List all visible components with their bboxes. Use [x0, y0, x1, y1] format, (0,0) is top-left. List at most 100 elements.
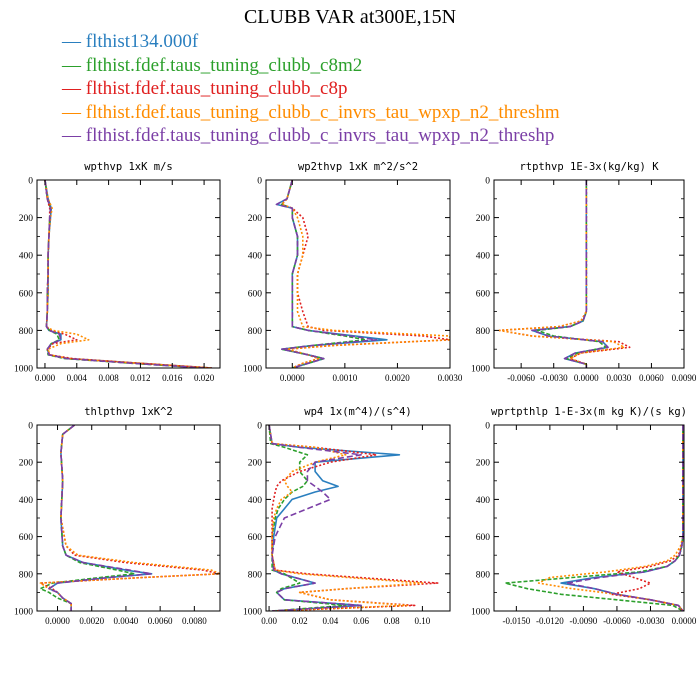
legend-item: — flthist134.000f: [62, 30, 682, 54]
series-group: [268, 425, 439, 611]
series-line: [44, 180, 205, 368]
plot-frame: [493, 424, 685, 612]
x-tick-label: 0.08: [384, 616, 400, 626]
series-group: [39, 425, 220, 611]
legend-label: flthist.fdef.taus_tuning_clubb_c_invrs_t…: [85, 125, 555, 146]
y-tick-label: 400: [248, 496, 263, 506]
series-line: [560, 425, 684, 611]
chart-title: thlpthvp 1xK^2: [84, 406, 173, 418]
x-tick-label: 0.0020: [79, 616, 104, 626]
y-tick-label: 200: [476, 459, 491, 469]
series-group: [504, 425, 684, 611]
y-tick-label: 600: [19, 533, 34, 543]
series-group: [498, 180, 631, 368]
legend-item: — flthist.fdef.taus_tuning_clubb_c_invrs…: [62, 124, 682, 148]
legend-swatch: —: [62, 78, 86, 99]
x-tick-label: 0.04: [323, 616, 339, 626]
y-tick-label: 800: [19, 570, 34, 580]
x-tick-label: 0.0060: [148, 616, 173, 626]
y-tick-label: 0: [28, 422, 33, 432]
series-line: [48, 425, 153, 611]
plot-frame: [36, 179, 221, 369]
chart-title: wpthvp 1xK m/s: [84, 161, 173, 173]
x-tick-label: 0.0010: [332, 373, 357, 383]
y-tick-label: 400: [19, 252, 34, 262]
x-tick-label: 0.0090: [672, 373, 697, 383]
y-tick-label: 600: [248, 289, 263, 299]
x-tick-label: 0.02: [292, 616, 308, 626]
x-tick-label: 0.004: [67, 373, 88, 383]
series-line: [48, 425, 153, 611]
series-line: [504, 425, 684, 611]
y-tick-label: 800: [476, 570, 491, 580]
legend-item: — flthist.fdef.taus_tuning_clubb_c8m2: [62, 54, 682, 78]
legend: — flthist134.000f — flthist.fdef.taus_tu…: [62, 30, 682, 148]
legend-swatch: —: [62, 54, 86, 76]
series-line: [268, 425, 439, 611]
series-line: [268, 425, 362, 611]
series-line: [531, 180, 609, 368]
series-line: [565, 425, 684, 611]
series-line: [498, 180, 626, 368]
series-line: [537, 425, 684, 611]
x-tick-label: 0.00: [261, 616, 277, 626]
series-line: [44, 180, 213, 368]
y-tick-label: 200: [476, 214, 491, 224]
series-line: [610, 425, 684, 611]
series-line: [39, 425, 220, 611]
y-tick-label: 0: [485, 177, 490, 187]
y-tick-label: 800: [476, 327, 491, 337]
y-tick-label: 600: [476, 289, 491, 299]
x-tick-label: 0.0030: [438, 373, 463, 383]
x-tick-label: 0.0000: [672, 616, 697, 626]
x-tick-label: 0.0000: [45, 616, 70, 626]
legend-item: — flthist.fdef.taus_tuning_clubb_c8p: [62, 77, 682, 101]
series-line: [531, 180, 609, 368]
y-tick-label: 400: [19, 496, 34, 506]
y-tick-label: 400: [476, 496, 491, 506]
x-tick-label: -0.0060: [507, 373, 535, 383]
series-line: [44, 180, 213, 368]
legend-label: flthist.fdef.taus_tuning_clubb_c8p: [85, 78, 348, 99]
y-tick-label: 400: [476, 252, 491, 262]
chart-title: wp4 1x(m^4)/(s^4): [304, 406, 411, 418]
x-tick-label: -0.0150: [502, 616, 530, 626]
chart-panel: thlpthvp 1xK^2 0 200 400 600 800 1000 0.0000 0.0…: [14, 406, 221, 626]
series-line: [44, 180, 213, 368]
y-tick-label: 400: [248, 252, 263, 262]
plot-frame: [265, 179, 451, 369]
y-tick-label: 1000: [471, 365, 490, 375]
y-tick-label: 1000: [243, 608, 262, 618]
y-tick-label: 1000: [14, 608, 33, 618]
legend-swatch: —: [62, 101, 86, 123]
x-tick-label: 0.0080: [182, 616, 207, 626]
legend-label: flthist.fdef.taus_tuning_clubb_c8m2: [85, 54, 363, 76]
y-tick-label: 200: [248, 459, 263, 469]
y-tick-label: 1000: [14, 365, 33, 375]
series-line: [536, 180, 607, 368]
series-line: [280, 180, 450, 368]
legend-swatch: —: [62, 31, 86, 52]
series-line: [498, 180, 631, 368]
y-tick-label: 200: [19, 459, 34, 469]
series-line: [39, 425, 220, 611]
series-group: [275, 180, 450, 368]
x-tick-label: 0.012: [130, 373, 150, 383]
chart-title: rtpthvp 1E-3x(kg/kg) K: [519, 161, 659, 173]
y-tick-label: 1000: [243, 365, 262, 375]
x-tick-label: -0.0030: [637, 616, 665, 626]
series-group: [44, 180, 213, 368]
x-tick-label: -0.0030: [540, 373, 568, 383]
chart-panel: rtpthvp 1E-3x(kg/kg) K 0 200 400 600 800 1000 -…: [471, 161, 697, 383]
y-tick-label: 800: [248, 327, 263, 337]
series-line: [268, 425, 401, 611]
y-tick-label: 600: [248, 533, 263, 543]
x-tick-label: 0.020: [194, 373, 215, 383]
x-tick-label: 0.0000: [280, 373, 305, 383]
series-line: [280, 180, 450, 368]
legend-swatch: —: [62, 125, 86, 146]
y-tick-label: 200: [19, 214, 34, 224]
x-tick-label: 0.000: [35, 373, 56, 383]
